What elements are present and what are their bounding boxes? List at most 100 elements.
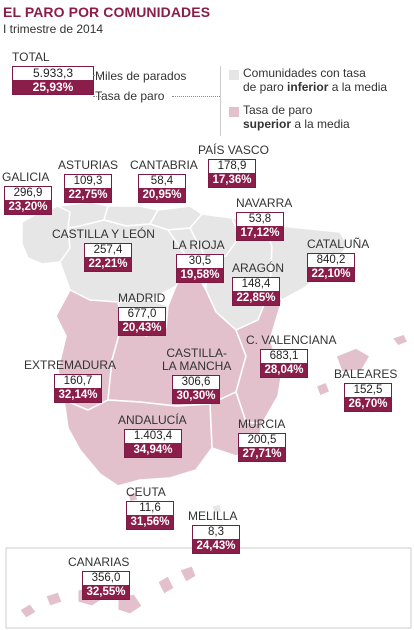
region-box: 200,5 27,71% xyxy=(238,433,286,462)
total-value-leader xyxy=(93,75,101,76)
total-block: TOTAL 5.933,3 25,93% xyxy=(12,51,94,96)
region-madrid: MADRID 677,0 20,43% xyxy=(118,292,166,336)
region-castilla-leon: CASTILLA Y LEÓN 257,4 22,21% xyxy=(52,228,155,272)
total-box: 5.933,3 25,93% xyxy=(12,66,94,95)
region-box: 683,1 28,04% xyxy=(260,349,308,378)
total-rate-leader xyxy=(93,96,101,97)
region-box: 257,4 22,21% xyxy=(84,243,132,272)
region-value: 1.403,4 xyxy=(125,430,181,443)
region-galicia: GALICIA 296,9 23,20% xyxy=(2,171,52,215)
region-rate: 28,04% xyxy=(261,363,307,377)
region-ceuta: CEUTA 11,6 31,56% xyxy=(126,486,174,530)
region-name: LA RIOJA xyxy=(172,238,225,252)
region-name: MURCIA xyxy=(238,417,286,431)
region-rate: 22,85% xyxy=(233,291,279,305)
legend-lower-line1: Comunidades con tasa xyxy=(243,66,366,80)
region-rate: 22,10% xyxy=(308,267,354,281)
region-value: 296,9 xyxy=(5,187,51,200)
region-name: CANARIAS xyxy=(68,555,130,569)
region-box: 178,9 17,36% xyxy=(208,159,256,188)
region-name: MADRID xyxy=(118,291,166,305)
region-name: ASTURIAS xyxy=(58,158,119,172)
region-name: CASTILLA Y LEÓN xyxy=(52,227,155,241)
region-castilla-la-mancha: CASTILLA- LA MANCHA 306,6 30,30% xyxy=(162,347,231,404)
legend-higher-post: a la media xyxy=(291,117,350,131)
region-rate: 20,95% xyxy=(139,188,185,202)
region-name: CANTABRIA xyxy=(130,158,198,172)
canarias-inset-frame xyxy=(5,547,412,629)
region-canarias: CANARIAS 356,0 32,55% xyxy=(68,556,130,600)
region-value: 160,7 xyxy=(55,375,101,388)
region-value: 306,6 xyxy=(173,376,219,389)
region-shape-c-valenciana xyxy=(235,289,283,425)
page-title: EL PARO POR COMUNIDADES xyxy=(3,4,211,20)
region-cataluna: CATALUÑA 840,2 22,10% xyxy=(307,238,369,282)
region-shape-baleares xyxy=(335,347,371,373)
region-value: 257,4 xyxy=(85,244,131,257)
region-rate: 19,58% xyxy=(177,268,223,282)
region-rate: 27,71% xyxy=(239,447,285,461)
region-name-line2: LA MANCHA xyxy=(162,359,232,373)
region-box: 306,6 30,30% xyxy=(172,375,220,404)
region-shape-canarias-1 xyxy=(19,603,37,619)
region-rate: 24,43% xyxy=(193,539,239,553)
region-rate: 31,56% xyxy=(127,515,173,529)
region-la-rioja: LA RIOJA 30,5 19,58% xyxy=(172,239,225,283)
total-rate-caption: Tasa de paro xyxy=(95,89,165,103)
legend-lower-bold: inferior xyxy=(287,80,329,94)
region-name: EXTREMADURA xyxy=(24,358,117,372)
region-box: 30,5 19,58% xyxy=(176,254,224,283)
region-cantabria: CANTABRIA 58,4 20,95% xyxy=(130,159,198,203)
region-value: 840,2 xyxy=(308,254,354,267)
region-box: 356,0 32,55% xyxy=(82,571,130,600)
region-asturias: ASTURIAS 109,3 22,75% xyxy=(58,159,118,203)
total-rate: 25,93% xyxy=(13,80,93,94)
region-rate: 26,70% xyxy=(345,397,391,411)
region-box: 840,2 22,10% xyxy=(307,253,355,282)
legend-higher-line1: Tasa de paro xyxy=(243,103,313,117)
region-value: 677,0 xyxy=(119,308,165,321)
region-name: CATALUÑA xyxy=(307,237,370,251)
region-value: 152,5 xyxy=(345,384,391,397)
region-rate: 17,36% xyxy=(209,173,255,187)
legend-higher-line2: superior a la media xyxy=(243,117,350,131)
region-shape-canarias-6 xyxy=(179,565,197,583)
region-box: 148,4 22,85% xyxy=(232,277,280,306)
region-andalucia: ANDALUCÍA 1.403,4 34,94% xyxy=(112,414,187,458)
region-name: CEUTA xyxy=(126,485,166,499)
region-rate: 22,21% xyxy=(85,257,131,271)
region-box: 109,3 22,75% xyxy=(64,174,112,203)
legend-swatch-lower xyxy=(229,70,239,80)
region-c-valenciana: C. VALENCIANA 683,1 28,04% xyxy=(246,334,336,378)
region-name: NAVARRA xyxy=(236,196,293,210)
region-pais-vasco: PAÍS VASCO 178,9 17,36% xyxy=(198,144,269,188)
region-rate: 34,94% xyxy=(125,443,181,457)
region-name: BALEARES xyxy=(334,367,398,381)
legend-higher-text: Tasa de paro superior a la media xyxy=(243,103,350,131)
region-name: PAÍS VASCO xyxy=(198,143,269,157)
legend-higher-bold: superior xyxy=(243,117,292,131)
region-shape-canarias-2 xyxy=(45,591,63,607)
region-shape-baleares-minor xyxy=(391,333,409,347)
region-name-line1: CASTILLA- xyxy=(166,346,228,360)
region-value: 58,4 xyxy=(139,175,185,188)
page-subtitle: I trimestre de 2014 xyxy=(3,22,104,36)
region-box: 152,5 26,70% xyxy=(344,383,392,412)
region-box: 58,4 20,95% xyxy=(138,174,186,203)
region-melilla: MELILLA 8,3 24,43% xyxy=(188,510,240,554)
total-rate-leader-long xyxy=(172,96,220,97)
legend-lower-line2: de paro inferior a la media xyxy=(243,80,387,94)
legend-lower-post: a la media xyxy=(328,80,388,94)
total-label: TOTAL xyxy=(12,50,50,64)
region-rate: 20,43% xyxy=(119,321,165,335)
legend-swatch-higher xyxy=(229,107,239,117)
region-rate: 23,20% xyxy=(5,200,51,214)
region-shape-baleares-ibiza xyxy=(315,381,331,397)
region-aragon: ARAGÓN 148,4 22,85% xyxy=(232,262,284,306)
total-value: 5.933,3 xyxy=(13,67,93,80)
region-rate: 17,12% xyxy=(237,226,283,240)
region-shape-melilla xyxy=(211,503,223,515)
region-box: 53,8 17,12% xyxy=(236,212,284,241)
region-name: MELILLA xyxy=(188,509,238,523)
legend-divider xyxy=(220,66,221,136)
